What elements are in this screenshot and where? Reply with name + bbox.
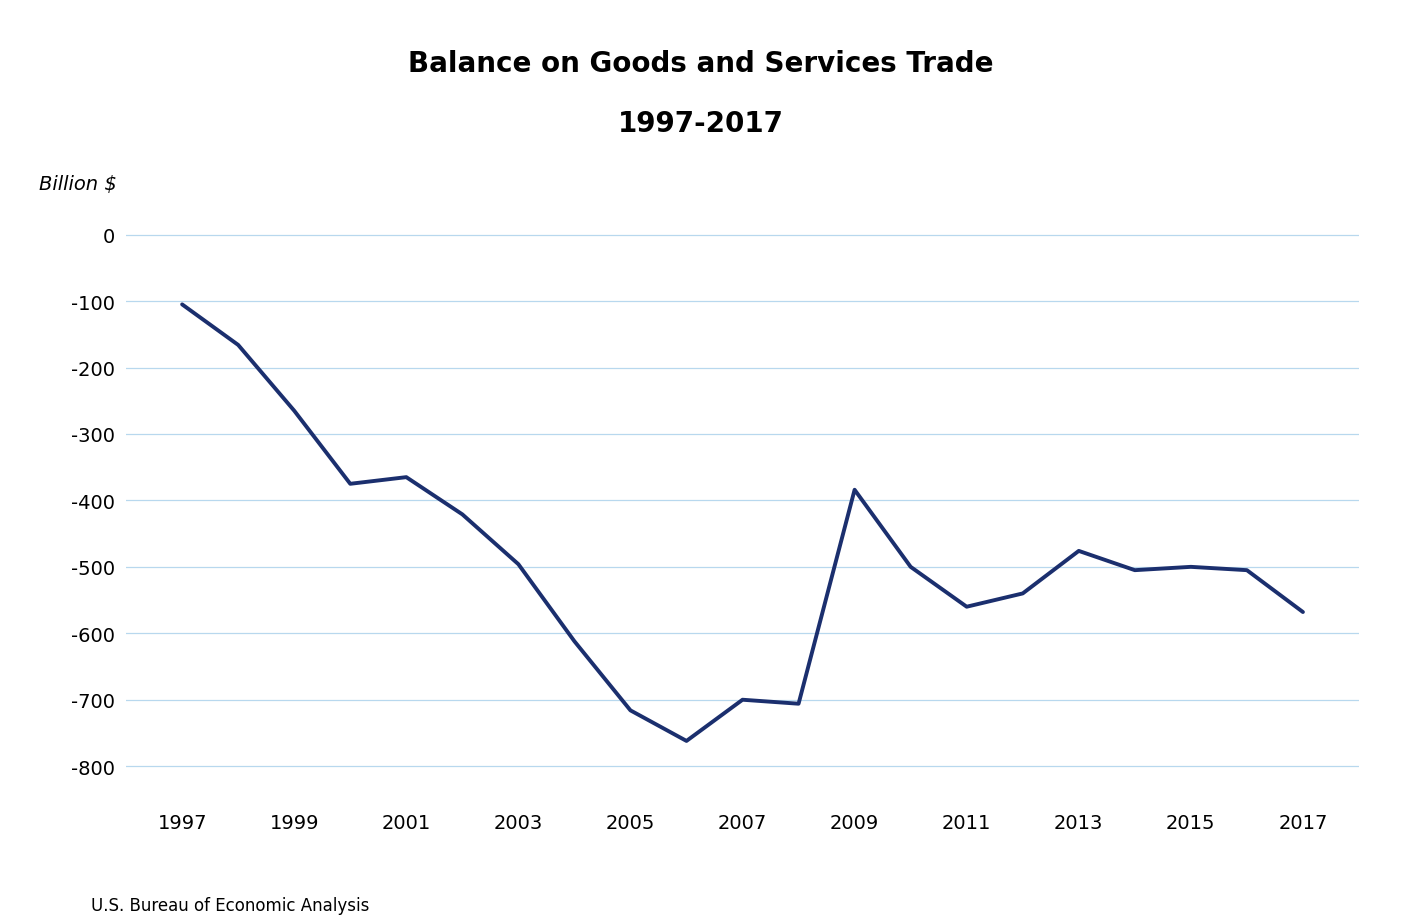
Text: Billion $: Billion $ (39, 175, 116, 194)
Text: 1997-2017: 1997-2017 (618, 110, 783, 138)
Text: Balance on Goods and Services Trade: Balance on Goods and Services Trade (408, 51, 993, 78)
Text: U.S. Bureau of Economic Analysis: U.S. Bureau of Economic Analysis (91, 896, 370, 914)
